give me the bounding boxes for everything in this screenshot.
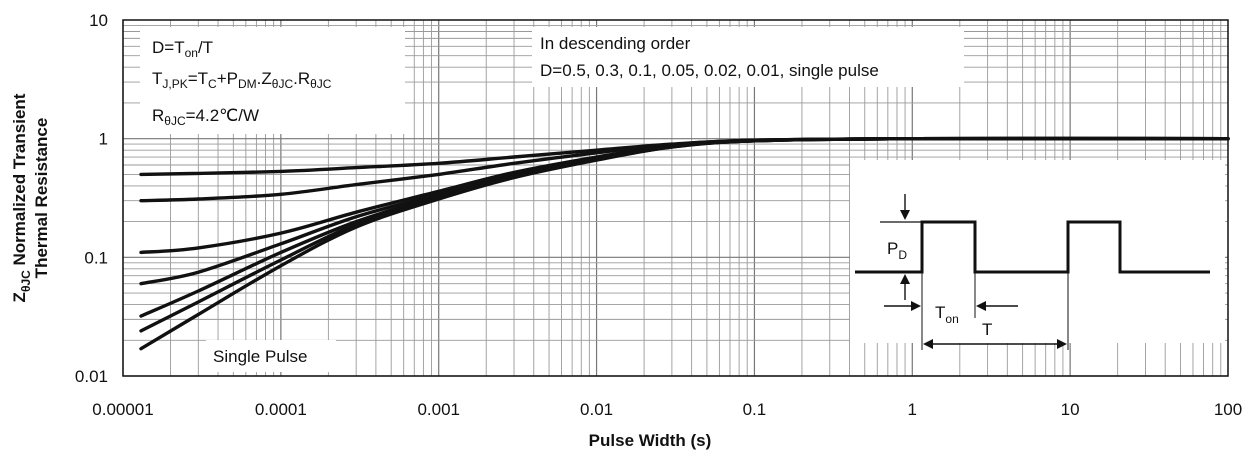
pulse-waveform: [855, 220, 1210, 274]
x-tick-label: 100: [1214, 400, 1242, 419]
formula-tj: TJ,PK=TC+PDM.ZθJC.RθJC: [152, 69, 332, 91]
order-line1: In descending order: [540, 34, 691, 53]
x-axis-title: Pulse Width (s): [589, 431, 712, 450]
pd-arrow-top-head: [900, 210, 910, 220]
order-box: [532, 27, 964, 87]
x-tick-label: 1: [908, 400, 917, 419]
y-axis-title-z: Z: [10, 292, 29, 302]
y-axis-title-rest: Normalized Transient: [10, 93, 29, 270]
svg-text:ZθJC Normalized Transient: ZθJC Normalized Transient: [10, 93, 33, 302]
t-span-arrow-right-head: [1057, 339, 1067, 349]
single-pulse-box: [206, 340, 336, 372]
y-axis-title-sub: θJC: [19, 270, 33, 292]
order-line2: D=0.5, 0.3, 0.1, 0.05, 0.02, 0.01, singl…: [540, 61, 879, 80]
x-tick-label: 0.0001: [255, 400, 307, 419]
y-axis-title-line2: Thermal Resistance: [32, 118, 51, 279]
pd-label: PD: [887, 239, 907, 262]
pulse-inset-box: [850, 160, 1225, 343]
y-axis-title: ZθJC Normalized Transient Thermal Resist…: [10, 93, 51, 302]
y-tick-labels: 0.01 0.1 1 10: [75, 11, 108, 386]
pd-arrow-bottom-head: [900, 274, 910, 284]
formula-box: [140, 27, 405, 134]
ton-label: Ton: [935, 303, 959, 326]
formula-r: RθJC=4.2℃/W: [152, 106, 259, 128]
t-span-arrow-left-head: [923, 339, 933, 349]
single-pulse-label: Single Pulse: [213, 347, 308, 366]
x-tick-label: 0.01: [580, 400, 613, 419]
x-tick-label: 0.1: [743, 400, 767, 419]
curve-6: [139, 136, 1230, 351]
t-label: T: [982, 320, 992, 339]
x-tick-labels: 0.00001 0.0001 0.001 0.01 0.1 1 10 100: [92, 400, 1242, 419]
y-tick-label: 10: [89, 11, 108, 30]
plot-frame: [122, 19, 1229, 377]
y-tick-label: 1: [99, 130, 108, 149]
y-tick-label: 0.01: [75, 367, 108, 386]
x-tick-label: 10: [1061, 400, 1080, 419]
curves: [139, 136, 1230, 351]
ton-arrow-left-head: [911, 301, 921, 311]
y-tick-label: 0.1: [84, 248, 108, 267]
ton-arrow-right-head: [976, 301, 986, 311]
formula-d: D=Ton/T: [152, 38, 213, 60]
x-tick-label: 0.001: [417, 400, 460, 419]
x-tick-label: 0.00001: [92, 400, 153, 419]
